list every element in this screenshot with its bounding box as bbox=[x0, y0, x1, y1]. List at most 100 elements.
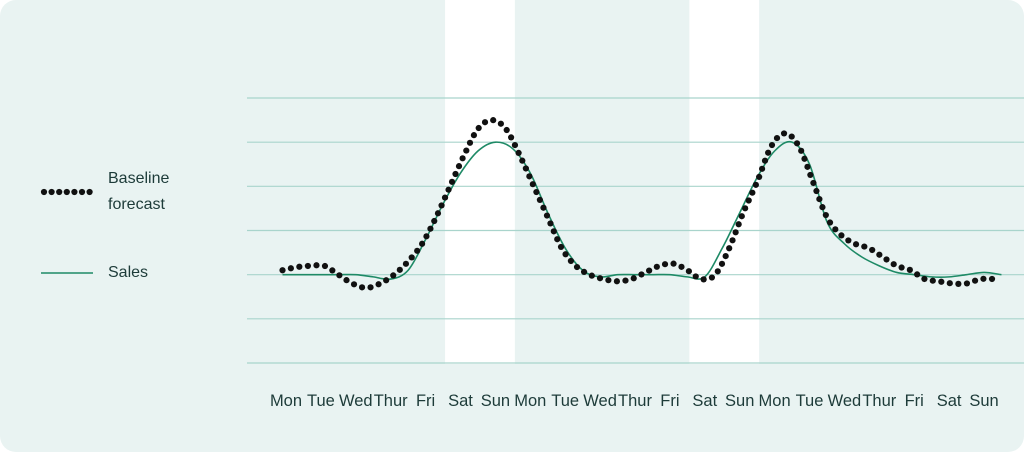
baseline-dot bbox=[745, 197, 752, 204]
baseline-dot bbox=[822, 211, 829, 219]
baseline-dot bbox=[508, 134, 515, 141]
baseline-dot bbox=[980, 275, 987, 282]
baseline-dot bbox=[567, 257, 575, 265]
legend-item-sales: Sales bbox=[40, 260, 188, 286]
baseline-dot bbox=[519, 157, 526, 164]
x-axis-tick-labels: Mon Tue Wed Thur Fri Sat Sun Mon Tue Wed Thur Fri Sa… bbox=[270, 392, 999, 410]
baseline-dot bbox=[588, 272, 595, 279]
baseline-dot bbox=[971, 277, 979, 284]
x-tick-label: Fri bbox=[416, 392, 435, 410]
baseline-dot bbox=[661, 261, 669, 268]
baseline-dot bbox=[296, 263, 303, 270]
x-tick-label: Thur bbox=[618, 392, 652, 410]
baseline-dot bbox=[596, 275, 604, 282]
baseline-dot bbox=[861, 243, 868, 250]
legend-item-baseline-forecast: Baseline forecast bbox=[40, 166, 188, 218]
baseline-dot bbox=[503, 126, 510, 134]
baseline-dot bbox=[761, 157, 769, 164]
x-tick-label: Sun bbox=[725, 392, 754, 410]
baseline-dot bbox=[988, 275, 996, 283]
baseline-dot bbox=[810, 179, 817, 187]
baseline-dot bbox=[383, 277, 390, 284]
baseline-dot bbox=[638, 271, 645, 278]
baseline-dot bbox=[396, 266, 403, 273]
baseline-dot bbox=[898, 264, 905, 271]
baseline-dot bbox=[533, 188, 540, 196]
baseline-dot bbox=[852, 241, 860, 248]
baseline-dot bbox=[826, 219, 834, 226]
x-tick-label: Wed bbox=[828, 392, 862, 410]
baseline-dot bbox=[445, 186, 452, 193]
x-tick-label: Sat bbox=[937, 392, 962, 410]
baseline-dot bbox=[414, 247, 421, 254]
baseline-dot bbox=[883, 256, 890, 263]
x-tick-label: Thur bbox=[862, 392, 896, 410]
x-tick-label: Mon bbox=[270, 392, 302, 410]
baseline-dot bbox=[921, 275, 928, 283]
baseline-dot bbox=[329, 267, 336, 274]
baseline-dot bbox=[536, 196, 544, 203]
baseline-dot bbox=[963, 280, 971, 287]
baseline-dot bbox=[287, 265, 294, 272]
baseline-dot bbox=[336, 272, 343, 279]
baseline-dot bbox=[304, 262, 312, 270]
baseline-dot bbox=[832, 226, 839, 233]
baseline-dot bbox=[938, 278, 945, 285]
baseline-dot bbox=[475, 124, 482, 132]
sales-series bbox=[282, 140, 1002, 281]
baseline-dot bbox=[929, 277, 936, 284]
baseline-dot bbox=[562, 251, 569, 258]
baseline-dot bbox=[798, 147, 805, 154]
baseline-dot bbox=[670, 260, 677, 267]
baseline-dot bbox=[448, 178, 456, 185]
baseline-dot bbox=[408, 254, 415, 261]
baseline-dot bbox=[788, 133, 795, 140]
baseline-dot bbox=[685, 268, 693, 275]
baseline-dot bbox=[646, 267, 653, 274]
baseline-dot bbox=[768, 141, 776, 149]
sales-line bbox=[282, 140, 1002, 281]
baseline-dot bbox=[419, 240, 426, 247]
baseline-dot bbox=[801, 155, 808, 162]
gridlines bbox=[247, 97, 1024, 364]
baseline-dot bbox=[434, 210, 442, 217]
baseline-dot bbox=[838, 232, 845, 239]
legend-label-sales: Sales bbox=[108, 264, 149, 281]
x-tick-label: Sun bbox=[481, 392, 510, 410]
baseline-dot bbox=[463, 147, 470, 154]
x-tick-label: Mon bbox=[514, 392, 546, 410]
baseline-dot bbox=[547, 220, 554, 227]
baseline-dot bbox=[758, 165, 766, 172]
baseline-dot bbox=[700, 276, 707, 283]
baseline-dot bbox=[573, 263, 581, 271]
baseline-dot bbox=[742, 205, 749, 212]
baseline-dot bbox=[350, 281, 358, 288]
baseline-dot bbox=[358, 284, 366, 291]
weekend-bands bbox=[445, 0, 760, 364]
baseline-dot bbox=[605, 277, 612, 284]
baseline-dot bbox=[773, 134, 781, 142]
weekend-band bbox=[689, 0, 760, 364]
legend-label-baseline-forecast: Baseline forecast bbox=[108, 170, 170, 213]
baseline-dot bbox=[735, 221, 742, 228]
baseline-dot bbox=[955, 280, 962, 287]
baseline-dot bbox=[749, 189, 756, 196]
baseline-dot bbox=[522, 165, 529, 172]
baseline-dot bbox=[692, 273, 699, 280]
baseline-dot bbox=[529, 181, 536, 188]
baseline-dot bbox=[441, 194, 449, 201]
x-tick-label: Tue bbox=[307, 392, 335, 410]
baseline-dot bbox=[313, 262, 320, 269]
baseline-dot bbox=[726, 245, 733, 252]
baseline-dot bbox=[431, 217, 438, 225]
baseline-dot bbox=[550, 228, 557, 235]
baseline-dot bbox=[466, 139, 474, 146]
baseline-dot bbox=[756, 173, 763, 181]
baseline-dot bbox=[819, 204, 826, 211]
x-tick-label: Fri bbox=[905, 392, 924, 410]
baseline-dot bbox=[714, 268, 721, 275]
baseline-dot bbox=[497, 120, 504, 127]
baseline-dot bbox=[511, 142, 519, 149]
